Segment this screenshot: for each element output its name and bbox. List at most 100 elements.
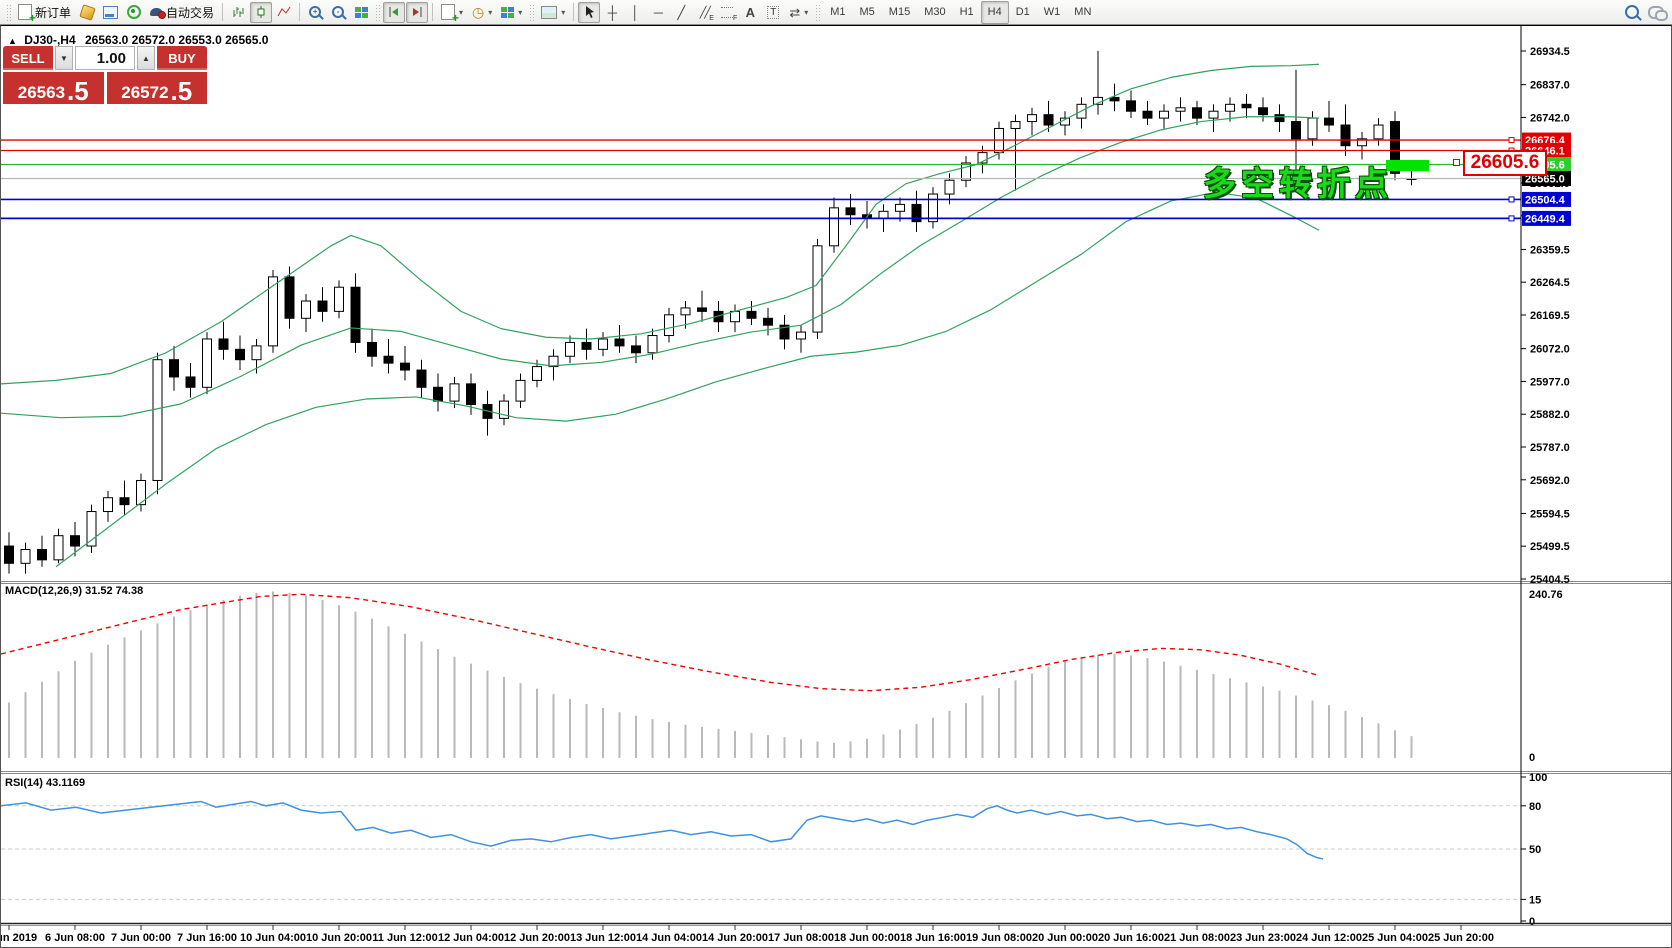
line-handle — [1508, 215, 1515, 222]
new-order-button[interactable]: + 新订单 — [14, 2, 75, 24]
volume-input[interactable]: 1.00 — [75, 46, 135, 70]
timeframe-button-M1[interactable]: M1 — [830, 6, 846, 18]
timeframe-button-M15[interactable]: M15 — [888, 6, 911, 18]
chart-profile-button[interactable]: ▾ — [537, 2, 569, 23]
price-tick-label: 25977.0 — [1530, 376, 1570, 388]
highlight-rect — [1386, 160, 1429, 171]
auto-scroll-button[interactable] — [383, 1, 406, 23]
candle-body — [614, 338, 625, 347]
candle-body — [746, 310, 757, 319]
indicators-button[interactable]: + ▾ — [437, 2, 467, 24]
candle-body — [1291, 121, 1301, 140]
line-chart-mode-button[interactable] — [273, 2, 295, 23]
candle-body — [334, 286, 344, 312]
buy-price-button[interactable]: 26572 .5 — [106, 72, 207, 104]
arrows-tool-button[interactable]: ⇄ ▾ — [785, 2, 812, 23]
rsi-scale-label: 100 — [1529, 772, 1547, 784]
text-tool-button[interactable]: A — [739, 2, 761, 23]
indicators-icon: + — [441, 4, 459, 24]
algo-trading-label: 自动交易 — [166, 5, 215, 20]
buy-button[interactable]: BUY — [157, 46, 207, 70]
toolbar-drag-handle[interactable] — [375, 3, 381, 21]
market-watch-icon — [78, 3, 96, 21]
fibonacci-button[interactable]: F — [716, 2, 738, 23]
volume-decrease-button[interactable]: ▼ — [55, 46, 73, 70]
candle-body — [317, 300, 328, 312]
equidistant-channel-button[interactable]: ╱╱ E — [693, 2, 715, 23]
timeframes-dropdown-button[interactable]: ◷ ▾ — [468, 2, 496, 23]
sell-button[interactable]: SELL — [3, 46, 53, 70]
toolbar-drag-handle[interactable] — [815, 3, 821, 21]
candlestick-mode-button[interactable] — [250, 1, 273, 23]
price-tag-anchor[interactable] — [1453, 159, 1460, 166]
timeframe-button-H1[interactable]: H1 — [959, 6, 974, 18]
trendline-icon: ╱ — [677, 4, 686, 20]
zoom-in-button[interactable]: + — [304, 2, 326, 23]
objects-button[interactable]: ▾ — [497, 2, 526, 23]
bar-chart-mode-button[interactable] — [227, 2, 249, 23]
new-order-label: 新订单 — [35, 5, 72, 20]
timeframe-button-W1[interactable]: W1 — [1043, 6, 1061, 18]
timeframe-bar: M1 M5 M15 M30 H1 H4 D1 W1 MN — [823, 0, 1098, 24]
algo-trading-button[interactable]: 自动交易 — [146, 2, 218, 23]
text-tool-icon: A — [745, 4, 755, 20]
price-line-label-bg — [1522, 191, 1571, 207]
crosshair-button[interactable]: ┼ — [601, 2, 623, 23]
search-button[interactable] — [1621, 2, 1643, 23]
cursor-button[interactable] — [578, 1, 601, 23]
price-tick-label: 26169.5 — [1530, 310, 1570, 322]
candle-body — [466, 383, 476, 406]
buy-price-int: 26572 — [121, 83, 169, 103]
candle-body — [944, 179, 955, 195]
zoom-out-button[interactable]: - — [327, 2, 349, 23]
horizontal-line-button[interactable]: ─ — [647, 2, 669, 23]
timeframe-button-M5[interactable]: M5 — [859, 6, 875, 18]
line-chart-icon — [277, 6, 291, 17]
chart-annotation-text[interactable]: 多空转折点 — [1203, 165, 1393, 202]
bollinger-middle — [1, 116, 1320, 419]
chart-canvas[interactable]: 26934.526837.026742.026647.026552.026457… — [1, 26, 1671, 947]
candle-body — [647, 335, 658, 354]
timeframe-button-MN[interactable]: MN — [1074, 6, 1092, 18]
macd-scale-label: 240.76 — [1529, 589, 1563, 601]
market-watch-button[interactable] — [76, 2, 98, 23]
label-tool-button[interactable]: T — [762, 2, 784, 23]
macd-label: MACD(12,26,9) 31.52 74.38 — [5, 585, 143, 597]
timeframe-button-D1[interactable]: D1 — [1015, 6, 1030, 18]
toolbar-drag-handle[interactable] — [529, 3, 535, 21]
timeframe-button-H4[interactable]: H4 — [980, 0, 1009, 24]
candle-body — [730, 310, 740, 323]
time-label: 24 Jun 12:00 — [1296, 932, 1362, 944]
volume-increase-button[interactable]: ▲ — [137, 46, 155, 70]
candle-body — [1324, 117, 1334, 126]
signals-button[interactable] — [123, 2, 145, 23]
navigator-button[interactable] — [99, 2, 122, 23]
rsi-label: RSI(14) 43.1169 — [5, 777, 85, 789]
candle-body — [136, 479, 146, 506]
candle-body — [1027, 114, 1037, 123]
timeframe-button-M30[interactable]: M30 — [924, 6, 946, 18]
trendline-button[interactable]: ╱ — [670, 2, 692, 23]
tile-windows-button[interactable] — [350, 2, 372, 23]
candle-body — [1340, 124, 1351, 147]
candle-body — [1208, 110, 1219, 119]
sell-price-button[interactable]: 26563 .5 — [3, 72, 104, 104]
price-tag-box[interactable]: 26605.6 — [1463, 150, 1547, 176]
community-button[interactable] — [1644, 2, 1668, 23]
price-tick-label: 26359.5 — [1530, 244, 1570, 256]
collapse-panel-icon[interactable]: ▲ — [8, 36, 17, 46]
bollinger-upper — [1, 63, 1320, 385]
candle-body — [515, 379, 526, 402]
candle-body — [911, 203, 922, 223]
vertical-line-button[interactable]: │ — [624, 2, 646, 23]
rsi-scale-label: 0 — [1529, 916, 1535, 928]
toolbar-drag-handle[interactable] — [6, 3, 11, 21]
time-label: 21 Jun 08:00 — [1164, 932, 1230, 944]
toolbar-separator — [299, 3, 301, 21]
candle-body — [218, 338, 229, 350]
candle-body — [532, 366, 542, 381]
price-tick-label: 26742.0 — [1530, 112, 1570, 124]
chart-window[interactable]: 26934.526837.026742.026647.026552.026457… — [0, 25, 1672, 948]
chart-shift-button[interactable] — [406, 1, 429, 23]
bar-chart-icon — [233, 7, 244, 17]
